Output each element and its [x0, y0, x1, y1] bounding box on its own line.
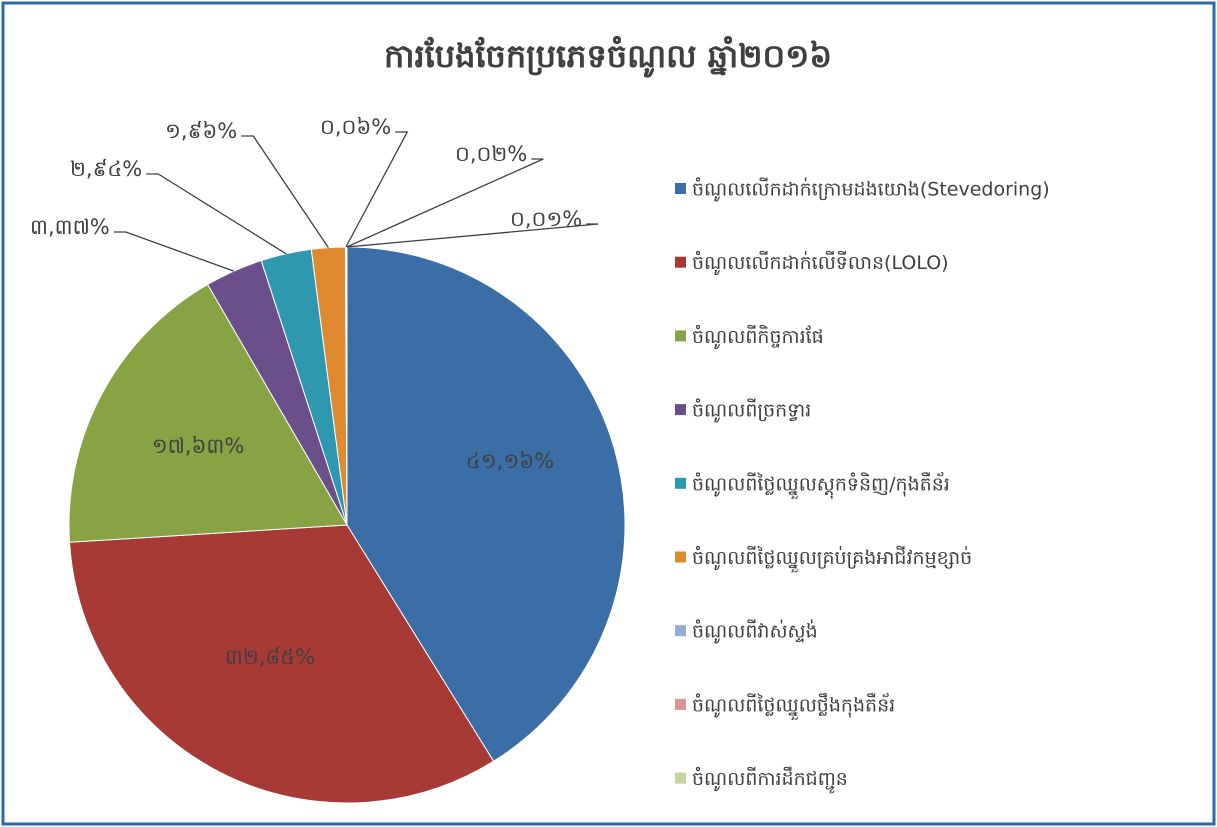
legend-label: ចំណូលពីថ្លៃឈ្នួលគ្រប់គ្រងអាជីវកម្មខ្សាច់	[692, 545, 972, 573]
legend-label: ចំណូលពីការដឹកជញ្ជូន	[692, 766, 848, 794]
leader-line	[146, 173, 287, 255]
leader-line	[241, 135, 329, 248]
legend-swatch	[675, 625, 686, 637]
leader-line	[113, 231, 235, 272]
legend-label: ចំណូលលើកដាក់ក្រោមដងយោង(Stevedoring)	[692, 177, 1050, 203]
pie-slice	[69, 524, 495, 804]
legend-label: ចំណូលពីកិច្ចការផែ	[692, 324, 824, 350]
data-label: ០,០៦%	[320, 115, 391, 139]
legend-label: ចំណូលពីច្រកទ្វារ	[692, 398, 811, 424]
chart-title: ការបែងចែកប្រភេទចំណូល ឆ្នាំ២០១៦	[384, 36, 832, 78]
leader-line	[346, 158, 544, 248]
legend-swatch	[675, 698, 686, 710]
legend-swatch	[675, 551, 686, 563]
pie-slice	[68, 283, 348, 543]
data-label: ៣,៣៧%	[30, 215, 110, 239]
legend-label: ចំណូលពីវាស់ស្ទង់	[692, 619, 818, 645]
data-label: ៤១,១៦%	[466, 449, 554, 473]
legend-swatch	[675, 183, 686, 194]
legend-label: ចំណូលពីថ្លៃឈ្នួលថ្លឹងកុងតឺន័រ	[692, 692, 895, 720]
data-label: ១៧,៦៣%	[152, 434, 245, 458]
legend-swatch	[675, 330, 686, 342]
data-label: ៣២,៨៥%	[225, 645, 315, 669]
leader-line	[345, 131, 409, 248]
legend-swatch	[675, 404, 686, 416]
data-label: ១,៩៦%	[165, 119, 237, 143]
legend-swatch	[675, 256, 686, 268]
data-label: ០,០១%	[510, 207, 582, 231]
legend-swatch	[675, 477, 686, 489]
legend-swatch	[675, 772, 686, 784]
leader-line	[346, 223, 599, 248]
data-label: ២,៩៤%	[70, 157, 142, 181]
legend-label: ចំណូលលើកដាក់លើទីលាន(LOLO)	[692, 250, 949, 276]
legend-label: ចំណូលពីថ្លៃឈ្នួលស្តុកទំនិញ/កុងតឺន័រ	[692, 471, 950, 499]
pie-slice	[346, 246, 626, 762]
data-label: ០,០២%	[455, 142, 527, 166]
